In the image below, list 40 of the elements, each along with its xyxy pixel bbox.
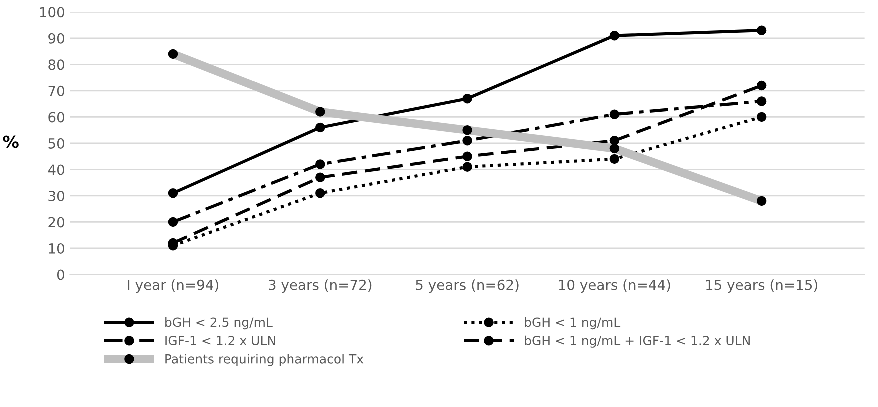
x-tick-label: 10 years (n=44) [559,280,670,294]
point [610,154,620,164]
y-tick-label: 0 [57,270,64,280]
legend-label: bGH < 1 ng/mL + IGF-1 < 1.2 x ULN [525,336,750,348]
legend-label: bGH < 2.5 ng/mL [166,317,273,330]
point [168,217,178,228]
point [756,96,767,106]
point [756,26,767,36]
point [756,112,767,122]
point [462,152,472,162]
y-tick-label: 10 [49,243,64,254]
point [462,162,472,172]
y-tick-label: 90 [48,33,64,44]
x-tick-label: 15 years (n=15) [706,280,818,294]
point [316,172,326,182]
x-tick-label: 3 years (n=72) [269,280,372,294]
y-tick-label: 40 [48,164,64,176]
y-axis-title: % [3,136,19,148]
point [316,160,326,170]
point [610,136,620,146]
y-tick-label: 20 [48,217,64,228]
point [756,80,767,91]
y-tick-label: 70 [48,86,64,96]
point [462,136,472,146]
point [610,110,620,120]
point [316,122,326,133]
point [462,94,472,104]
point [316,188,326,198]
legend-label: bGH < 1 ng/mL [525,317,621,330]
y-tick-label: 80 [48,60,64,70]
y-tick-label: 50 [48,138,64,149]
x-tick-label: 5 years (n=62) [416,280,519,294]
y-tick-label: 100 [40,7,64,18]
point [610,30,620,41]
y-tick-label: 30 [48,190,64,202]
point [168,188,178,198]
legend-label: IGF-1 < 1.2 x ULN [166,336,276,346]
legend-label: Patients requiring pharmacol Tx [166,354,364,366]
x-tick-label: I year (n=94) [128,280,218,294]
y-tick-label: 60 [48,112,64,123]
